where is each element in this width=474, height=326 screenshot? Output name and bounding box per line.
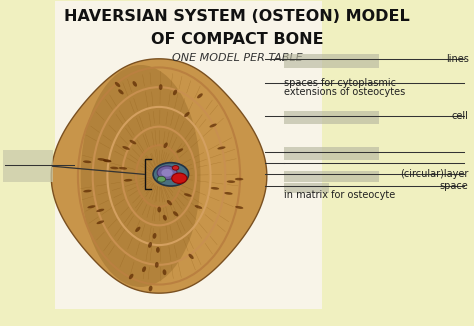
FancyBboxPatch shape — [3, 150, 53, 183]
Ellipse shape — [176, 148, 183, 153]
Ellipse shape — [118, 167, 127, 170]
Text: extensions of osteocytes: extensions of osteocytes — [284, 87, 406, 96]
Ellipse shape — [83, 160, 91, 163]
Ellipse shape — [157, 166, 177, 180]
Ellipse shape — [172, 173, 187, 184]
Text: space: space — [440, 181, 469, 191]
Ellipse shape — [97, 220, 104, 224]
Ellipse shape — [235, 206, 243, 209]
Ellipse shape — [197, 93, 203, 98]
Ellipse shape — [103, 159, 111, 162]
Ellipse shape — [153, 163, 189, 186]
Ellipse shape — [115, 82, 120, 87]
Ellipse shape — [129, 140, 136, 144]
Text: (circular)layer: (circular)layer — [400, 170, 469, 179]
Ellipse shape — [157, 176, 165, 182]
Ellipse shape — [156, 247, 160, 253]
FancyBboxPatch shape — [284, 171, 379, 182]
Ellipse shape — [227, 180, 235, 183]
Ellipse shape — [161, 169, 173, 177]
Ellipse shape — [167, 200, 172, 205]
Text: cell: cell — [452, 111, 469, 121]
Ellipse shape — [189, 254, 194, 259]
FancyBboxPatch shape — [284, 183, 329, 193]
Text: lines: lines — [446, 54, 469, 64]
Ellipse shape — [98, 158, 106, 161]
Ellipse shape — [124, 179, 132, 182]
Ellipse shape — [148, 242, 152, 248]
Ellipse shape — [173, 90, 177, 95]
Ellipse shape — [142, 266, 146, 272]
Ellipse shape — [135, 227, 140, 232]
Ellipse shape — [195, 205, 202, 209]
Ellipse shape — [118, 89, 124, 95]
Ellipse shape — [87, 205, 95, 208]
Ellipse shape — [184, 193, 191, 197]
Ellipse shape — [163, 269, 166, 275]
Ellipse shape — [164, 142, 168, 148]
Polygon shape — [51, 59, 267, 293]
Ellipse shape — [103, 159, 111, 162]
Text: in matrix for osteocyte: in matrix for osteocyte — [284, 190, 395, 200]
Ellipse shape — [218, 146, 226, 150]
Text: HAVERSIAN SYSTEM (OSTEON) MODEL: HAVERSIAN SYSTEM (OSTEON) MODEL — [64, 9, 410, 24]
Ellipse shape — [172, 166, 179, 170]
FancyBboxPatch shape — [284, 111, 379, 124]
Ellipse shape — [184, 112, 190, 117]
Ellipse shape — [122, 146, 130, 150]
Text: ONE MODEL PER TABLE: ONE MODEL PER TABLE — [172, 52, 302, 63]
FancyBboxPatch shape — [284, 147, 379, 160]
Ellipse shape — [133, 81, 137, 87]
Ellipse shape — [96, 209, 104, 212]
Ellipse shape — [153, 233, 156, 239]
FancyBboxPatch shape — [284, 53, 379, 68]
Text: OF COMPACT BONE: OF COMPACT BONE — [151, 32, 323, 47]
Ellipse shape — [149, 286, 153, 291]
Ellipse shape — [224, 192, 233, 195]
Ellipse shape — [129, 274, 134, 279]
Ellipse shape — [159, 84, 163, 90]
FancyBboxPatch shape — [55, 1, 322, 309]
Ellipse shape — [81, 65, 201, 287]
Ellipse shape — [211, 187, 219, 190]
Ellipse shape — [210, 124, 217, 127]
Ellipse shape — [110, 167, 118, 169]
Ellipse shape — [173, 211, 178, 216]
Text: spaces for cytoplasmic: spaces for cytoplasmic — [284, 79, 396, 88]
Ellipse shape — [83, 190, 91, 192]
Ellipse shape — [157, 207, 161, 213]
Ellipse shape — [235, 178, 243, 180]
Ellipse shape — [163, 215, 167, 221]
Ellipse shape — [155, 262, 159, 268]
